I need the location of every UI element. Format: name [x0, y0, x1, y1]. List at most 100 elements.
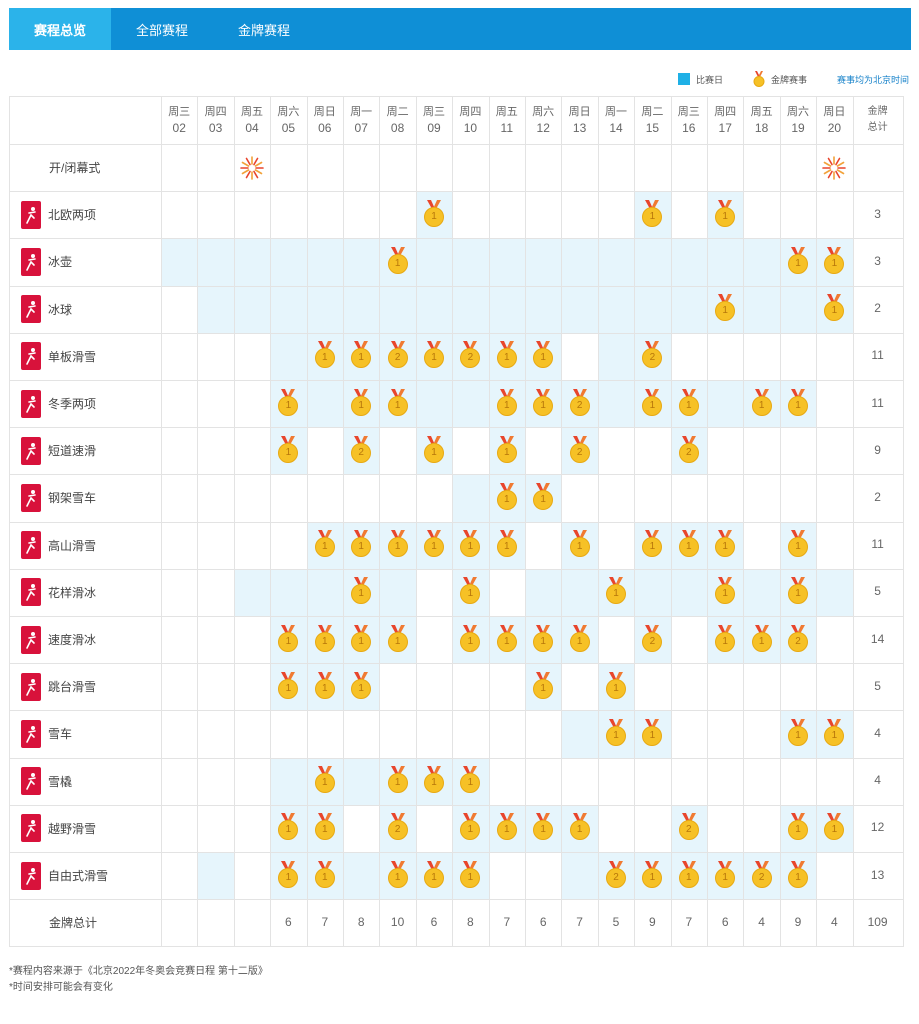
grid-col-line	[852, 96, 854, 948]
sport-total: 11	[871, 537, 884, 552]
sport-row-label[interactable]: 越野滑雪	[21, 805, 96, 852]
medal-count: 1	[278, 820, 299, 841]
sport-total: 14	[870, 631, 885, 646]
medal-count: 1	[642, 537, 663, 558]
gold-medal-icon: 1	[387, 247, 408, 275]
medal-count: 1	[788, 584, 808, 605]
day-weekday: 周一	[604, 106, 627, 118]
gold-medal-icon: 1	[788, 577, 808, 605]
sport-row-label[interactable]: 高山滑雪	[21, 522, 96, 569]
sport-total: 11	[871, 348, 884, 363]
sport-total: 5	[874, 584, 881, 599]
day-header: 周日 06	[307, 104, 343, 136]
gold-medal-icon: 1	[460, 860, 481, 889]
sport-row-label[interactable]: 雪橇	[21, 758, 72, 805]
competition-day-cell	[634, 568, 671, 616]
gold-medal-icon: 2	[751, 860, 772, 889]
total-header-line2: 总计	[867, 122, 888, 133]
medal-count: 1	[533, 631, 554, 652]
medal-count: 1	[278, 395, 299, 416]
tab-gold-schedule[interactable]: 金牌赛程	[237, 22, 290, 38]
medal-count: 1	[496, 820, 517, 841]
gold-medal-icon: 1	[314, 813, 335, 841]
medal-count: 1	[314, 867, 335, 888]
grid-col-line	[816, 96, 818, 948]
competition-day-cell	[306, 380, 343, 428]
gold-medal-icon: 1	[496, 813, 517, 841]
medal-count: 1	[496, 442, 517, 463]
tab-bar: 赛程总览 全部赛程 金牌赛程	[9, 8, 911, 50]
competition-day-cell	[525, 568, 562, 616]
sport-row-label[interactable]: 北欧两项	[21, 191, 96, 238]
day-header: 周六 12	[525, 104, 561, 136]
gold-medal-icon: 2	[387, 341, 408, 369]
competition-day-cell	[161, 238, 198, 286]
gold-event-label: 金牌赛事	[770, 74, 807, 85]
gold-medal-icon: 1	[569, 530, 590, 558]
gold-total-label: 金牌总计	[49, 916, 98, 931]
medal-count: 1	[460, 867, 481, 888]
competition-day-cell	[306, 238, 343, 286]
medal-count: 1	[496, 395, 517, 416]
sport-row-label[interactable]: 冰球	[21, 286, 72, 333]
freestyle-skiing-icon	[21, 861, 41, 890]
medal-count: 1	[533, 678, 554, 699]
sport-name-text: 高山滑雪	[48, 538, 97, 553]
sport-row-label[interactable]: 花样滑冰	[21, 569, 96, 616]
medal-count: 1	[460, 773, 481, 794]
medal-count: 1	[751, 395, 772, 416]
medal-count: 1	[278, 867, 299, 888]
competition-day-cell	[561, 238, 598, 286]
sport-row-label[interactable]: 速度滑冰	[21, 616, 96, 663]
medal-count: 1	[314, 537, 335, 558]
gold-medal-icon: 1	[715, 199, 736, 228]
gold-medal-icon: 2	[460, 341, 481, 369]
day-date: 06	[318, 121, 332, 135]
day-header: 周五 18	[743, 104, 779, 136]
day-date: 16	[682, 121, 696, 135]
competition-day-cell	[561, 285, 598, 333]
gold-medal-icon: 1	[424, 860, 444, 889]
competition-day-cell	[270, 568, 307, 616]
competition-day-cell	[525, 285, 562, 333]
competition-day-label: 比赛日	[695, 74, 723, 85]
day-date: 20	[827, 121, 842, 135]
day-date: 09	[427, 121, 441, 135]
medal-count: 1	[533, 490, 554, 510]
medal-count: 1	[387, 254, 408, 274]
tab-full-schedule[interactable]: 全部赛程	[135, 22, 188, 38]
grid-row-line	[9, 191, 903, 193]
sport-name-text: 北欧两项	[48, 208, 97, 223]
competition-day-cell	[670, 568, 707, 616]
day-date: 14	[609, 121, 623, 135]
grid-col-line	[743, 96, 745, 948]
grid-row-line	[9, 852, 903, 853]
gold-medal-icon: 1	[314, 671, 335, 700]
sport-row-label[interactable]: 冰壶	[21, 238, 72, 285]
daily-gold-total: 6	[721, 914, 729, 929]
gold-medal-icon: 2	[606, 860, 626, 889]
medal-count: 1	[715, 631, 736, 652]
competition-day-cell	[707, 380, 744, 428]
competition-day-cell	[743, 568, 780, 616]
sport-row-label[interactable]: 钢架雪车	[21, 474, 96, 521]
sport-row-label[interactable]: 跳台滑雪	[21, 663, 96, 710]
medal-count: 1	[278, 631, 299, 652]
tab-schedule-overview[interactable]: 赛程总览	[9, 8, 111, 50]
sport-row-label[interactable]: 冬季两项	[21, 380, 96, 427]
medal-count: 1	[715, 301, 736, 322]
gold-medal-icon: 1	[533, 813, 554, 841]
sport-row-label[interactable]: 短道速滑	[21, 427, 96, 474]
sport-row-label[interactable]: 单板滑雪	[21, 333, 96, 380]
gold-medal-icon: 1	[496, 341, 517, 369]
sport-row-label[interactable]: 自由式滑雪	[21, 852, 108, 899]
skeleton-icon	[21, 483, 41, 512]
medal-count: 2	[751, 867, 772, 888]
grid-row-line	[9, 663, 903, 665]
gold-medal-icon: 1	[751, 388, 772, 417]
sport-row-label[interactable]: 雪车	[21, 710, 72, 757]
day-weekday: 周三	[677, 106, 700, 118]
gold-medal-icon: 1	[278, 388, 299, 417]
gold-medal-icon: 1	[533, 388, 554, 417]
medal-count: 2	[460, 348, 481, 369]
